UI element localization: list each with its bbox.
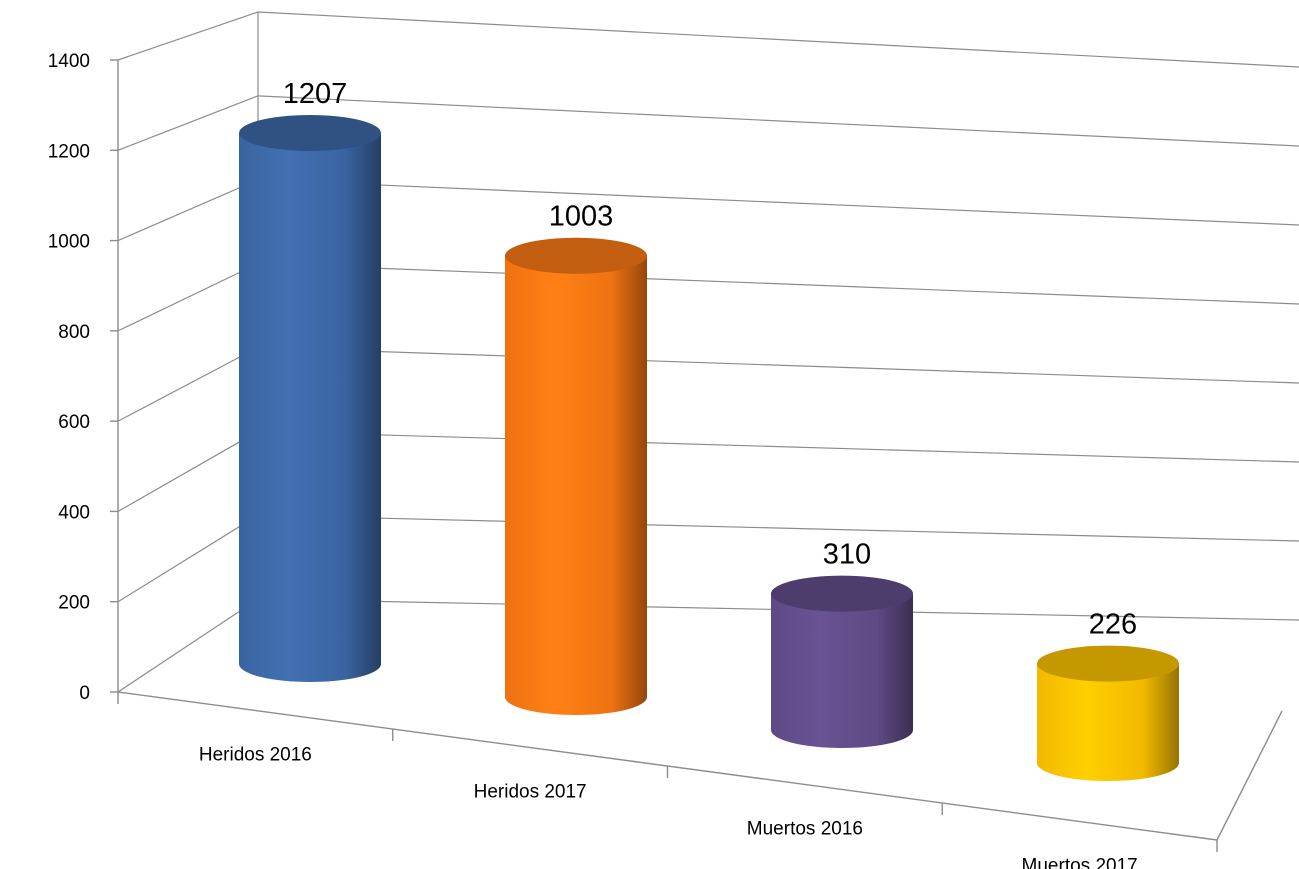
data-label: 226 xyxy=(1089,609,1137,641)
side-gridline xyxy=(117,95,259,151)
back-gridline xyxy=(257,179,1299,226)
back-gridline xyxy=(257,514,1299,542)
y-tick-label: 1200 xyxy=(48,141,90,162)
x-axis-ticks: Heridos 2016 Heridos 2017 Muertos 2016 Muer… xyxy=(199,745,1138,869)
back-gridline xyxy=(257,262,1299,305)
y-tick-label: 0 xyxy=(79,683,90,704)
bar-top xyxy=(239,115,381,151)
bar-1: 1207 xyxy=(239,78,381,682)
bar-top xyxy=(1037,645,1179,682)
side-gridline xyxy=(117,346,259,422)
floor-left-edge xyxy=(117,598,259,693)
x-tick-label: Muertos 2017 xyxy=(1022,856,1138,869)
floor-right-edge xyxy=(1216,710,1283,841)
y-tick-label: 600 xyxy=(58,412,90,433)
data-label: 1003 xyxy=(549,201,614,233)
bar-body xyxy=(1037,663,1179,781)
bar-top xyxy=(505,237,647,274)
bar-4: 226 xyxy=(1037,609,1179,781)
back-gridline xyxy=(257,430,1299,463)
y-tick-label: 1000 xyxy=(48,232,90,253)
data-label: 1207 xyxy=(283,78,348,110)
bar-body xyxy=(505,255,647,715)
side-gridline xyxy=(117,11,259,61)
side-gridline xyxy=(117,179,259,242)
y-tick-label: 400 xyxy=(58,502,90,523)
gridlines xyxy=(117,11,1299,603)
back-gridline xyxy=(257,11,1299,68)
bars: 1207 1003 310 226 xyxy=(239,78,1179,781)
side-gridline xyxy=(117,263,259,332)
y-tick-label: 1400 xyxy=(48,51,90,72)
side-gridline xyxy=(117,514,259,603)
x-tick-label: Heridos 2017 xyxy=(474,782,587,803)
bar-body xyxy=(771,593,913,748)
back-gridline xyxy=(257,346,1299,384)
bar-2: 1003 xyxy=(505,201,647,715)
side-gridline xyxy=(117,430,259,512)
back-gridline xyxy=(257,95,1299,147)
y-axis-ticks: 0 200 400 600 800 1000 1200 1400 xyxy=(48,51,90,704)
bar-body xyxy=(239,133,381,682)
y-tick-label: 800 xyxy=(58,322,90,343)
bar-top xyxy=(771,575,913,612)
data-label: 310 xyxy=(823,539,871,571)
bar-3: 310 xyxy=(771,539,913,748)
y-tick-label: 200 xyxy=(58,593,90,614)
x-tick-label: Heridos 2016 xyxy=(199,745,312,766)
x-tick-label: Muertos 2016 xyxy=(747,819,863,840)
